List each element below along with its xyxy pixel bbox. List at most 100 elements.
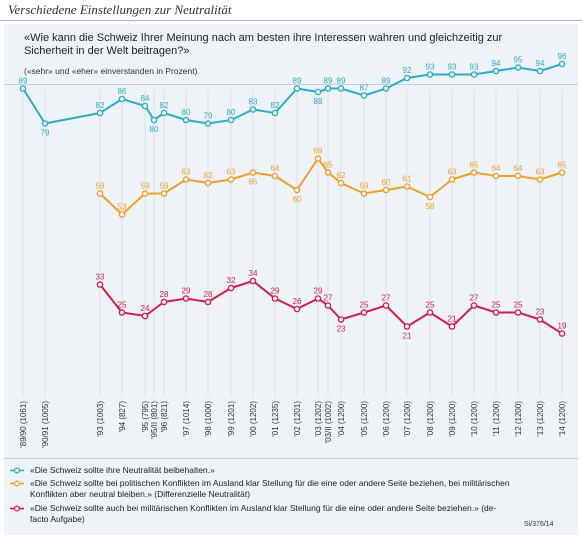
- point-1-10: [249, 169, 257, 176]
- point-1-17: [382, 186, 390, 194]
- source-code: Si/376/14: [524, 521, 554, 528]
- point-0-3: [118, 95, 126, 103]
- point-2-6: [160, 298, 168, 306]
- x-tick-label-2: '93 (1003): [96, 401, 105, 437]
- point-2-4: [141, 312, 149, 320]
- legend-marker-dot-0: [13, 467, 21, 474]
- point-1-11: [271, 172, 279, 180]
- point-1-3: [118, 211, 126, 218]
- x-tick-label-19: '08 (1200): [426, 401, 435, 437]
- x-tick-label-3: '94 (827): [118, 401, 127, 433]
- legend-marker-1: [10, 480, 24, 487]
- point-2-7: [182, 295, 190, 302]
- data-label-0-11: 82: [271, 101, 280, 110]
- data-label-1-11: 64: [271, 164, 280, 173]
- point-0-25: [558, 60, 566, 68]
- point-2-20: [448, 323, 456, 330]
- x-tick-label-8: '98 (1000): [204, 401, 213, 437]
- point-1-18: [403, 183, 411, 190]
- x-tick-label-7: '97 (1014): [182, 401, 191, 437]
- point-0-14: [324, 85, 332, 92]
- point-0-1: [41, 120, 49, 127]
- point-0-20: [448, 71, 456, 78]
- point-2-22: [492, 309, 500, 316]
- data-label-1-9: 63: [227, 168, 236, 177]
- point-2-14: [324, 302, 332, 309]
- data-label-1-14: 65: [324, 161, 333, 170]
- point-2-16: [360, 309, 368, 316]
- data-label-0-24: 94: [536, 59, 545, 68]
- legend-label-0: «Die Schweiz sollte ihre Neutralität bei…: [30, 465, 215, 475]
- data-label-2-17: 27: [382, 294, 391, 303]
- point-2-13: [314, 295, 322, 302]
- series-line-0: [22, 63, 563, 125]
- data-label-1-20: 63: [448, 168, 457, 177]
- point-0-7: [182, 116, 190, 124]
- header-title: Verschiedene Einstellungen zur Neutralit…: [8, 2, 232, 17]
- data-label-1-10: 65: [249, 178, 258, 187]
- point-0-5: [150, 116, 158, 124]
- x-tick-label-12: '02 (1201): [293, 401, 302, 437]
- data-label-0-25: 96: [558, 52, 567, 61]
- x-tick-label-4: '95 (795): [141, 401, 150, 433]
- data-label-0-18: 92: [403, 66, 412, 75]
- data-label-0-1: 79: [41, 129, 50, 138]
- data-label-2-16: 25: [360, 301, 369, 310]
- point-1-9: [227, 176, 235, 183]
- data-label-1-21: 65: [470, 161, 479, 170]
- data-label-2-6: 28: [160, 290, 169, 299]
- point-0-21: [470, 71, 478, 78]
- x-tick-label-9: '99 (1201): [227, 401, 236, 437]
- header-rule: [0, 20, 582, 21]
- data-label-1-3: 53: [118, 203, 127, 212]
- x-tick-label-13: '03 (1202): [314, 401, 323, 437]
- x-tick-label-18: '07 (1200): [403, 401, 412, 437]
- data-label-2-2: 33: [96, 273, 105, 282]
- data-label-1-23: 64: [514, 164, 523, 173]
- x-tick-label-20: '09 (1200): [448, 401, 457, 437]
- data-label-0-6: 82: [160, 101, 169, 110]
- point-2-11: [271, 295, 279, 302]
- x-tick-label-23: '12 (1200): [514, 401, 523, 437]
- point-1-24: [536, 176, 544, 183]
- point-1-14: [324, 169, 332, 176]
- data-label-2-10: 34: [249, 269, 258, 278]
- data-label-2-19: 25: [426, 301, 435, 310]
- data-label-0-8: 79: [204, 112, 213, 121]
- data-label-2-15: 23: [337, 325, 346, 334]
- point-0-16: [360, 92, 368, 99]
- legend-label-2: «Die Schweiz sollte auch bei militärisch…: [30, 503, 497, 524]
- data-label-1-8: 62: [204, 171, 213, 180]
- legend-marker-dot-1: [13, 480, 21, 487]
- survey-question: «Wie kann die Schweiz Ihrer Meinung nach…: [24, 32, 503, 57]
- data-label-1-15: 62: [337, 171, 346, 180]
- x-tick-label-5: '95/II (801): [150, 401, 159, 439]
- legend-label-1: «Die Schweiz sollte bei politischen Konf…: [30, 478, 510, 499]
- point-0-10: [249, 106, 257, 113]
- x-tick-label-22: '11 (1200): [492, 401, 501, 437]
- data-label-2-22: 25: [492, 301, 501, 310]
- point-2-25: [558, 330, 566, 337]
- data-label-1-13: 69: [314, 147, 323, 156]
- data-label-2-24: 23: [536, 308, 545, 317]
- point-0-0: [19, 85, 27, 92]
- x-tick-label-1: '90/91 (1005): [41, 401, 50, 448]
- data-label-0-12: 89: [293, 77, 302, 86]
- x-tick-label-10: '00 (1202): [249, 401, 258, 437]
- series-0: 89 79 82 86 84 80 82 80 79 80 83 82 89 88 89 89 87 89 92 93…: [19, 52, 567, 138]
- data-label-1-7: 63: [182, 168, 191, 177]
- point-0-2: [96, 109, 104, 117]
- point-2-9: [227, 284, 235, 292]
- point-2-17: [382, 302, 390, 309]
- point-1-12: [293, 186, 301, 194]
- x-tick-label-15: '04 (1200): [337, 401, 346, 437]
- data-label-0-15: 89: [337, 77, 346, 86]
- data-label-2-11: 29: [271, 287, 280, 296]
- data-label-0-10: 83: [249, 98, 258, 107]
- data-label-2-14: 27: [324, 294, 333, 303]
- data-label-0-16: 87: [360, 84, 369, 93]
- point-0-4: [141, 102, 149, 110]
- data-label-1-16: 59: [360, 182, 369, 191]
- point-0-9: [227, 116, 235, 124]
